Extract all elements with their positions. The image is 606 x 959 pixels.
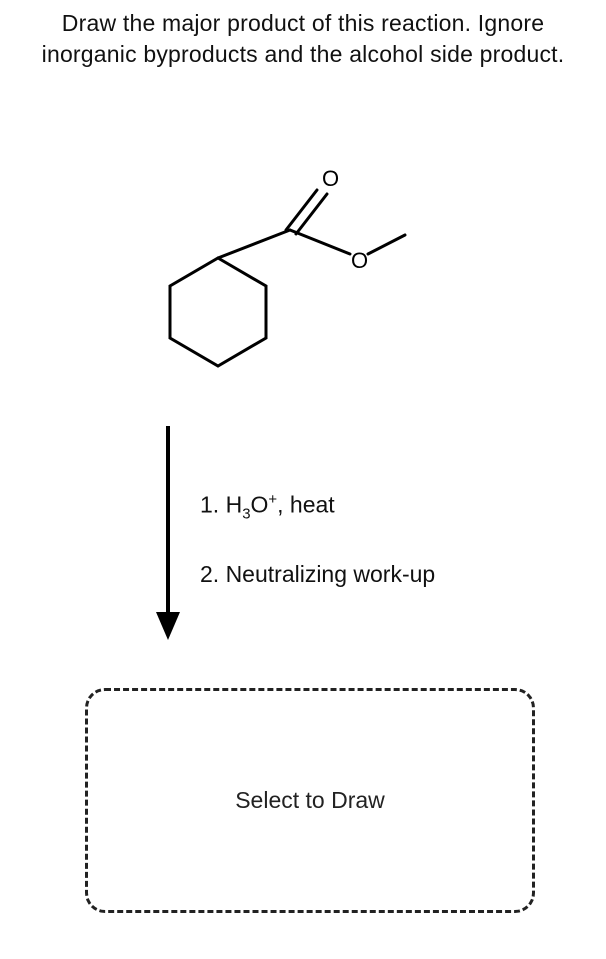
cond1-sup: + [268,491,277,508]
molecule-drawing [170,190,405,366]
cond1-suffix: , heat [277,492,335,518]
reactant-structure: O O [140,150,420,400]
answer-box-label: Select to Draw [235,787,385,814]
ether-oxygen-label: O [351,248,368,273]
cond1-after-sub: O [251,492,269,518]
condition-step-2: 2. Neutralizing work-up [200,560,435,590]
reaction-conditions: 1. H3O+, heat 2. Neutralizing work-up [200,490,435,626]
reaction-arrow-area: 1. H3O+, heat 2. Neutralizing work-up [140,420,560,660]
condition-step-1: 1. H3O+, heat [200,490,435,524]
reaction-arrow-head [156,612,180,640]
answer-draw-area[interactable]: Select to Draw [85,688,535,913]
cond1-sub: 3 [242,505,250,522]
carbonyl-oxygen-label: O [322,166,339,191]
cond1-prefix: 1. H [200,492,242,518]
question-text: Draw the major product of this reaction.… [0,0,606,70]
